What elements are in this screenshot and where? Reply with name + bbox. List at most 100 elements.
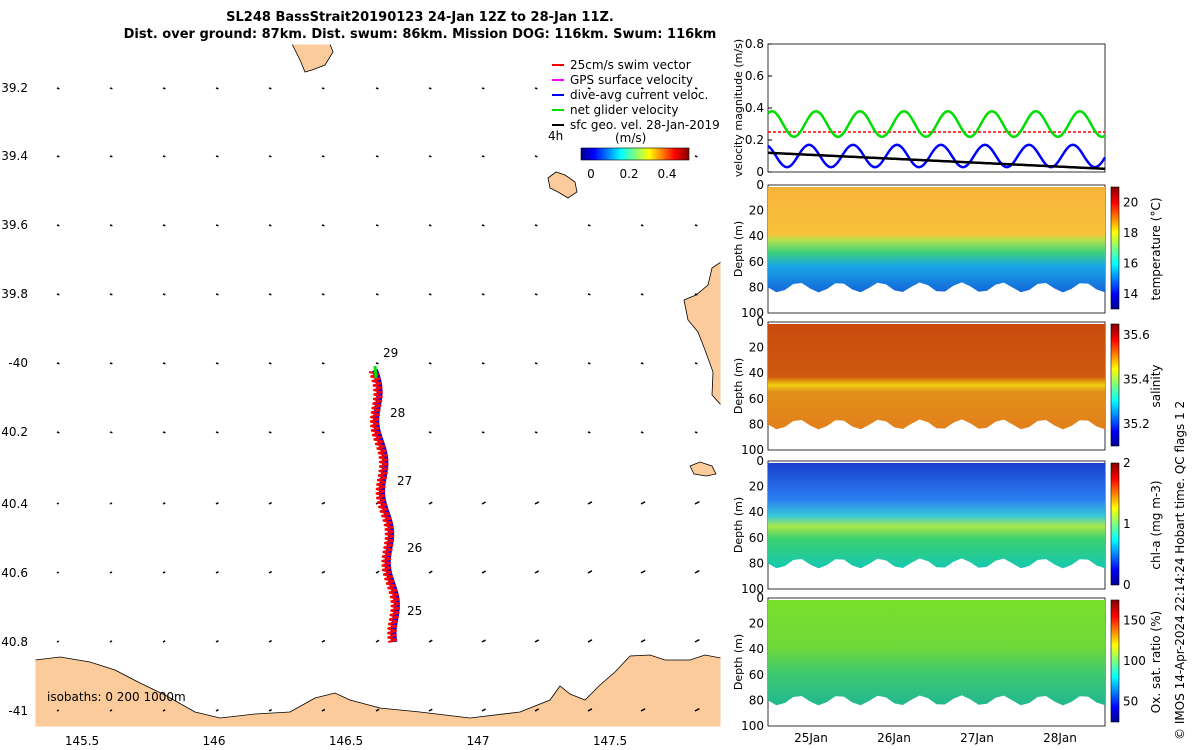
land-south [35, 654, 721, 727]
section-colorbar [1110, 323, 1120, 447]
current-vector [109, 293, 113, 296]
current-vector [375, 155, 379, 158]
current-vector [268, 431, 272, 434]
current-vector [321, 87, 325, 90]
section-cbar-tick: 35.6 [1123, 328, 1150, 342]
current-vector [162, 87, 166, 90]
day-label: 29 [383, 346, 398, 360]
current-vector [428, 639, 433, 643]
current-vector [215, 502, 219, 505]
velocity-ylabel: velocity magnitude (m/s) [732, 39, 745, 177]
current-vector [162, 362, 166, 365]
current-vector [481, 224, 485, 227]
current-vector [56, 87, 60, 90]
current-vector [162, 224, 166, 227]
current-vector [481, 87, 485, 90]
map-xtick-label: 145.5 [65, 734, 99, 748]
map-ytick-label: 39.6 [1, 218, 28, 232]
current-vector [694, 293, 698, 296]
legend-label: sfc geo. vel. 28-Jan-2019 [570, 118, 720, 132]
current-vector [694, 569, 700, 574]
map-xtick-label: 146.5 [329, 734, 363, 748]
title-line-2: Dist. over ground: 87km. Dist. swum: 86k… [123, 27, 717, 42]
map-xtick-label: 147.5 [593, 734, 627, 748]
current-vector [534, 224, 538, 227]
current-vector [56, 293, 60, 296]
section-ytick: 40 [749, 642, 764, 656]
current-vector [694, 500, 700, 505]
colorbar-interval: 4h [548, 129, 563, 143]
map-x-axis: 145.5 146 146.5 147 147.5 [65, 734, 627, 748]
velocity-panel: 0 0.2 0.4 0.6 0.8 velocity magnitude (m/s) [732, 37, 1107, 179]
current-vector [428, 224, 432, 227]
current-vector [534, 570, 540, 574]
current-vector [375, 570, 380, 574]
section-field [768, 324, 1105, 430]
current-vector [268, 87, 272, 90]
current-vector [640, 431, 644, 434]
colorbar-unit: (m/s) [615, 131, 646, 145]
current-vector [321, 293, 325, 296]
current-vector [56, 431, 60, 434]
current-vector [268, 708, 272, 712]
current-vector [215, 155, 219, 158]
current-vector [215, 293, 219, 296]
section-variable-label: Ox. sat. ratio (%) [1149, 611, 1163, 713]
current-vector [321, 155, 325, 158]
legend-label: GPS surface velocity [570, 73, 693, 87]
velocity-ytick: 0 [756, 165, 764, 179]
current-vector [640, 224, 644, 227]
section-2: 0 20 40 60 80 100 Depth (m) 35.2 35.4 35.6 salinit… [732, 315, 1163, 457]
current-vector [587, 639, 593, 643]
time-tick-label: 28Jan [1043, 731, 1077, 745]
section-ytick: 20 [749, 617, 764, 631]
island-small [689, 461, 717, 477]
title-line-1: SL248 BassStrait20190123 24-Jan 12Z to 2… [226, 10, 614, 25]
section-field [768, 600, 1105, 706]
land-northeast [683, 261, 721, 406]
current-vector [534, 362, 538, 365]
current-vector [534, 293, 538, 296]
current-vector [162, 155, 166, 158]
current-vector [481, 708, 486, 712]
section-ytick: 60 [749, 255, 764, 269]
section-cbar-tick: 14 [1123, 287, 1138, 301]
section-colorbar [1110, 462, 1120, 586]
current-vector [481, 362, 485, 365]
section-ytick: 80 [749, 556, 764, 570]
time-axis: 25Jan 26Jan 27Jan 28Jan [794, 731, 1077, 745]
section-variable-label: salinity [1149, 364, 1163, 407]
current-vector [109, 87, 113, 90]
current-vector [109, 709, 113, 712]
current-vector [109, 431, 113, 434]
speed-colorbar-ticks: 0 0.2 0.4 [587, 167, 676, 181]
current-vector [694, 431, 698, 434]
current-vector [321, 708, 326, 712]
glider-track [368, 365, 401, 643]
current-vector [375, 362, 379, 365]
section-cbar-tick: 2 [1123, 456, 1131, 470]
section-ytick: 80 [749, 280, 764, 294]
map-ytick-label: 39.2 [1, 81, 28, 95]
section-ytick: 20 [749, 480, 764, 494]
swim-vector-trace [368, 371, 401, 643]
current-vector [375, 708, 380, 712]
section-colorbar [1110, 186, 1120, 310]
current-vector [587, 362, 591, 365]
current-vector [215, 224, 219, 227]
current-vector [587, 293, 591, 296]
legend-label: 25cm/s swim vector [570, 58, 691, 72]
net-velocity-marker [373, 365, 378, 379]
current-vector [428, 708, 433, 712]
day-label: 27 [397, 474, 412, 488]
current-vector [109, 571, 113, 574]
section-colorbar [1110, 599, 1120, 723]
section-cbar-tick: 35.2 [1123, 417, 1150, 431]
current-vector [375, 87, 379, 90]
current-vector [640, 639, 646, 643]
section-ytick: 60 [749, 531, 764, 545]
current-vector [694, 224, 698, 227]
